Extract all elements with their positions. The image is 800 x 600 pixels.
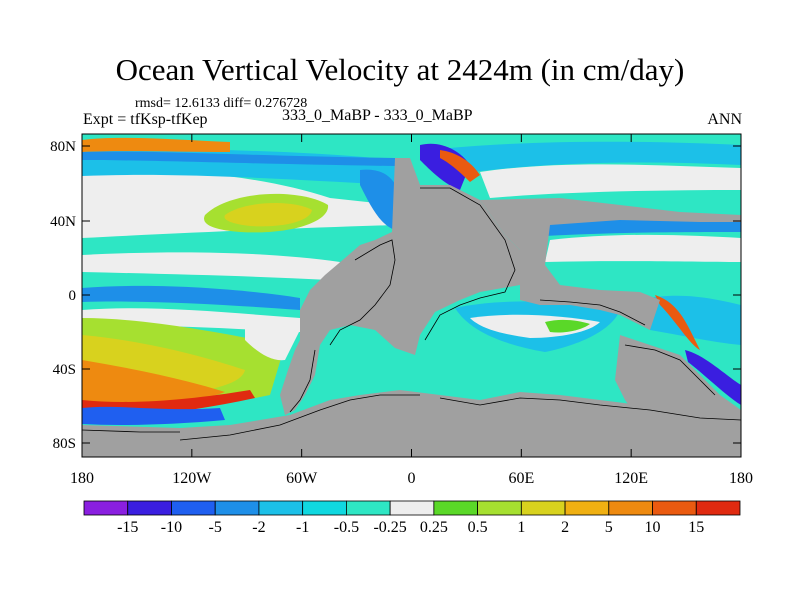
colorbar-label: -15 [117,519,138,536]
coastline-outlines [82,187,741,441]
colorbar-label: 15 [688,519,704,536]
x-tick-label: 180 [729,470,753,487]
coastline-segment [289,349,316,413]
field-east-south-red [655,295,700,350]
y-tick-label: 0 [69,288,77,304]
coastline-segment [439,397,741,421]
coastline-segment [539,299,646,326]
colorbar-swatch [564,500,610,516]
field-east-white-north [480,164,741,198]
colorbar-swatch [389,500,435,516]
field-arctic-east-red [440,150,480,182]
land-americas-europe-africa [300,158,520,355]
season-label: ANN [707,111,742,128]
chart-title: Ocean Vertical Velocity at 2424m (in cm/… [115,52,685,87]
tick-marks [81,134,742,457]
x-tick-label: 0 [408,470,416,487]
colorbar-swatch [214,500,260,516]
x-tick-label: 120E [614,470,648,487]
x-tick-label: 60W [286,470,318,487]
land-south-america-south [280,340,320,415]
y-tick-label: 80S [53,436,76,452]
y-tick-label: 80N [50,139,76,155]
colorbar-swatch [302,500,347,516]
y-tick-label: 40N [50,214,76,230]
coastline-segment [420,187,516,341]
colorbar-swatch [520,500,566,516]
colorbar-swatch [608,500,653,516]
field-east-south-blue [685,350,741,405]
field-atlantic-blue [360,169,398,230]
colorbar-swatch [433,500,479,516]
coastline-segment [179,394,420,441]
colorbar-label: -1 [296,519,309,536]
field-band-blue-eq [82,285,300,310]
colorbar-label: -5 [209,519,222,536]
colorbar-swatch [652,500,697,516]
case-label: 333_0_MaBP - 333_0_MaBP [282,107,473,124]
colorbar-label: -2 [252,519,265,536]
field-gyre-yellow [224,203,312,227]
colorbar [83,500,741,516]
land-antarctica [82,390,741,457]
field-south-white-patch [245,322,300,361]
coastline-segment [82,429,180,433]
colorbar-swatch [477,500,522,516]
field-east-white-mid [545,234,741,262]
coastline-segment [624,344,716,396]
experiment-label: Expt = tfKsp-tfKep [83,111,208,128]
colorbar-label: -0.5 [334,519,359,536]
colorbar-swatch [258,500,304,516]
colorbar-swatch [127,500,172,516]
field-south-orange [82,360,225,405]
colorbar-label: 5 [605,519,613,536]
colorbar-swatch [83,500,129,516]
field-arctic-west-orange [82,137,230,152]
colorbar-label: 0.5 [468,519,488,536]
field-arctic-north-strip [82,151,395,166]
x-tick-labels: 180 120W 60W 0 60E 120E 180 [70,470,753,487]
field-east-lightblue [430,141,741,175]
colorbar-swatch [345,500,391,516]
colorbar-swatch [695,500,741,516]
colorbar-label: -10 [161,519,182,536]
coastline-segment [329,239,396,346]
plot-area [82,134,741,457]
field-band-white-mid [82,252,340,280]
colorbar-labels: -15 -10 -5 -2 -1 -0.5 -0.25 0.25 0.5 1 2 5 10 15 [117,519,704,536]
field-indian-green [545,319,590,333]
field-southern-edge-blue [82,406,225,425]
colorbar-label: 2 [561,519,569,536]
colorbar-label: 10 [645,519,661,536]
x-tick-label: 60E [508,470,534,487]
chart-subtitle: rmsd= 12.6133 diff= 0.276728 [135,96,308,111]
x-tick-label: 180 [70,470,94,487]
colorbar-label: 0.25 [420,519,448,536]
y-tick-label: 40S [53,362,76,378]
colorbar-label: -0.25 [373,519,406,536]
colorbar-swatch [171,500,216,516]
land-asia [480,198,741,330]
colorbar-label: 1 [517,519,525,536]
y-tick-labels: 80N 40N 0 40S 80S [50,139,76,452]
field-east-blue-band [540,217,741,236]
x-tick-label: 120W [172,470,212,487]
